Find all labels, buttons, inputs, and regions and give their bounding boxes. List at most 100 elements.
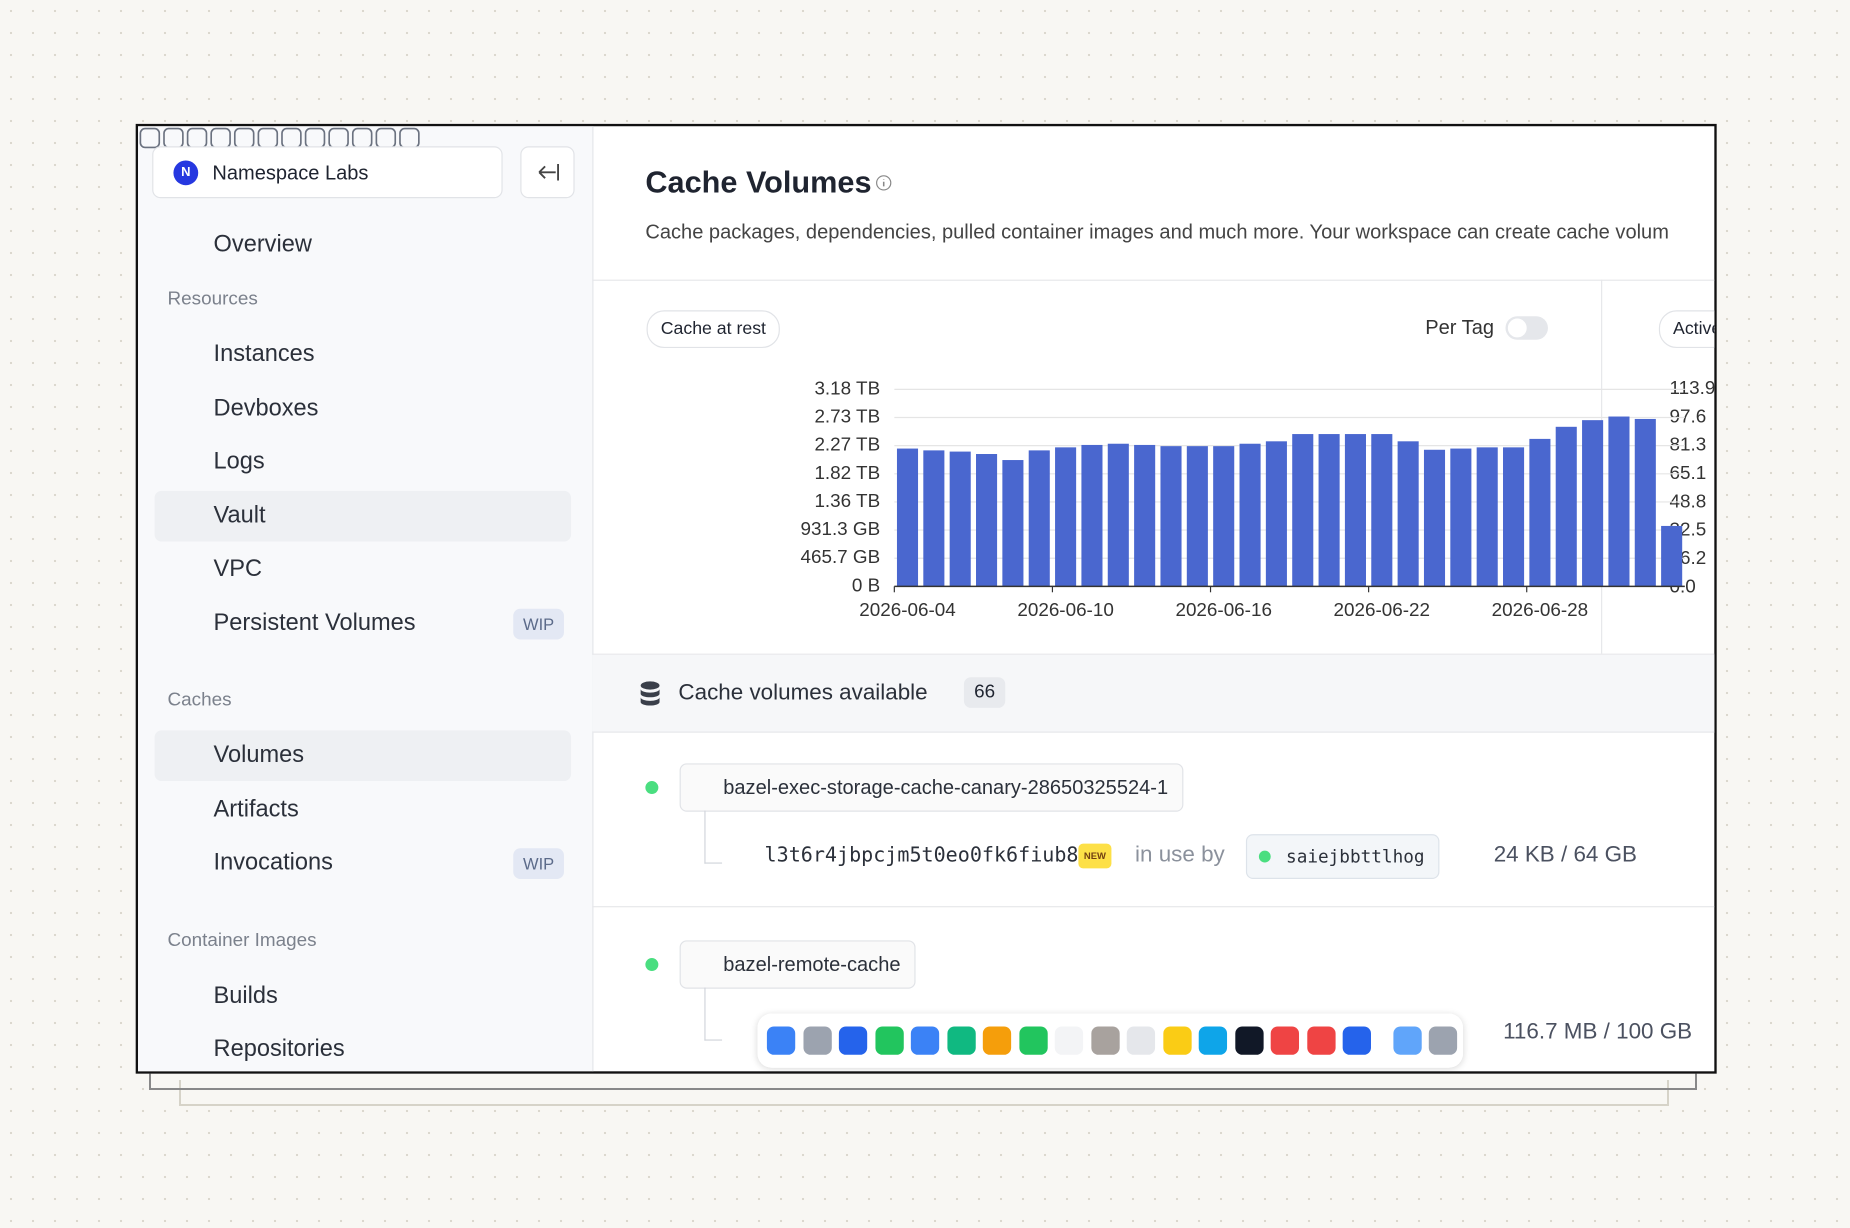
instance-pill: saiejbbttlhog — [1245, 834, 1440, 879]
bar — [1582, 420, 1604, 587]
divider — [592, 653, 1715, 655]
nav-section: Resources — [167, 289, 258, 310]
nav: Overview Resources Instances Devboxes Logs Va… — [138, 126, 592, 1062]
x-tick-label: 2026-06-28 — [1492, 599, 1588, 620]
nav-highlight — [154, 490, 572, 541]
app-window: N Namespace Labs Overview Resources Instan… — [135, 123, 1717, 1074]
nav-item[interactable]: Instances — [213, 340, 315, 367]
db-icon — [640, 681, 660, 706]
status-dot — [645, 958, 659, 972]
bar — [1002, 460, 1024, 587]
bar — [1555, 426, 1577, 587]
bar — [1160, 446, 1182, 587]
toggle-chip[interactable]: Cache at rest — [646, 310, 781, 349]
dock-icon — [1054, 1026, 1084, 1055]
bar — [1239, 443, 1261, 587]
nav-item[interactable]: Builds — [213, 982, 278, 1009]
x-tick-label: 2026-06-04 — [859, 599, 955, 620]
volume-pill[interactable]: bazel-remote-cache — [679, 940, 916, 989]
y-tick-label: 931.3 GB — [800, 518, 880, 539]
bar — [1503, 447, 1525, 587]
side-tick-label: 65.1 — [1669, 463, 1707, 484]
volume-pill[interactable]: bazel-exec-storage-cache-canary-28650325… — [679, 763, 1184, 812]
bar — [1265, 441, 1287, 587]
bar — [1529, 438, 1551, 587]
dock-icon — [802, 1026, 832, 1055]
y-tick-label: 1.82 TB — [814, 462, 880, 483]
active-chip[interactable]: Active — [1658, 310, 1715, 349]
dock-icon — [838, 1026, 868, 1055]
bar — [949, 451, 971, 587]
dock-icon — [1018, 1026, 1048, 1055]
layer-mid — [149, 1070, 1697, 1090]
volume-list: bazel-exec-storage-cache-canary-28650325… — [138, 126, 1715, 1044]
chart: 0 B 465.7 GB 931.3 GB 1.36 TB 1.82 TB 2.27 TB… — [800, 377, 1685, 620]
bar — [1608, 416, 1630, 587]
dock-icon — [982, 1026, 1012, 1055]
bar — [896, 448, 919, 587]
volumes-count: 66 — [963, 677, 1006, 708]
bar — [1450, 448, 1472, 587]
bar — [976, 454, 998, 587]
per-tag-toggle[interactable] — [1505, 316, 1548, 340]
dock-icon — [1234, 1026, 1264, 1055]
layer-back — [179, 1080, 1669, 1106]
collapse-icon — [538, 163, 560, 181]
nav-item[interactable]: Volumes — [213, 742, 305, 769]
side-tick-label: 97.6 — [1669, 407, 1707, 428]
page-title: Cache Volumes — [645, 163, 872, 200]
bar — [1423, 449, 1446, 587]
new-badge: NEW — [1078, 843, 1112, 869]
volume-name: bazel-exec-storage-cache-canary-28650325… — [723, 776, 1169, 799]
icon-shape — [163, 127, 184, 149]
dock-icon — [1342, 1026, 1371, 1055]
bar — [1476, 447, 1498, 587]
usage: 116.7 MB / 100 GB — [1503, 1019, 1693, 1045]
divider — [592, 279, 1715, 281]
bar — [1081, 444, 1103, 587]
dock-icon — [946, 1026, 976, 1055]
dock-icon — [766, 1026, 796, 1055]
side-tick-label: 113.9 — [1669, 378, 1716, 399]
y-tick-label: 465.7 GB — [800, 546, 880, 567]
bar — [1371, 434, 1393, 587]
bar — [1055, 447, 1077, 587]
x-tick-label: 2026-06-10 — [1017, 599, 1113, 620]
dock-icon — [1306, 1026, 1336, 1055]
info-icon — [876, 175, 892, 191]
wip-badge: WIP — [513, 848, 564, 879]
collapse-button[interactable] — [520, 146, 575, 199]
dock-icon — [1428, 1026, 1458, 1055]
nav-item[interactable]: Logs — [213, 448, 265, 475]
org-switcher[interactable]: N Namespace Labs — [152, 146, 503, 199]
nav-item[interactable]: Persistent Volumes — [213, 609, 416, 636]
instance-name: saiejbbttlhog — [1286, 845, 1425, 868]
y-tick-label: 1.36 TB — [814, 490, 880, 511]
bar — [1028, 450, 1050, 587]
org-logo: N — [173, 160, 199, 186]
bar — [923, 450, 945, 587]
nav-item[interactable]: Repositories — [213, 1035, 345, 1062]
dock-icon — [1090, 1026, 1120, 1055]
icon-shape — [257, 127, 279, 149]
nav-item[interactable]: Devboxes — [213, 394, 319, 421]
nav-item: Overview — [213, 231, 312, 258]
icon-shape — [233, 127, 255, 149]
nav-item[interactable]: Invocations — [213, 849, 333, 876]
nav-item[interactable]: Artifacts — [213, 795, 299, 822]
bar — [1213, 446, 1235, 587]
dock-icon — [874, 1026, 904, 1055]
divider — [592, 906, 1715, 908]
status-dot — [645, 781, 659, 795]
y-tick-label: 3.18 TB — [814, 377, 880, 398]
nav-item[interactable]: Vault — [213, 502, 266, 528]
in-use-label: in use by — [1135, 842, 1225, 868]
nav-item[interactable]: VPC — [213, 555, 263, 582]
icon-shape — [186, 127, 208, 149]
icon-shape — [351, 127, 373, 149]
y-tick-label: 0 B — [852, 574, 880, 595]
x-tick-label: 2026-06-22 — [1334, 599, 1430, 620]
icon-shape — [210, 127, 231, 149]
dock-icon — [1198, 1026, 1228, 1055]
